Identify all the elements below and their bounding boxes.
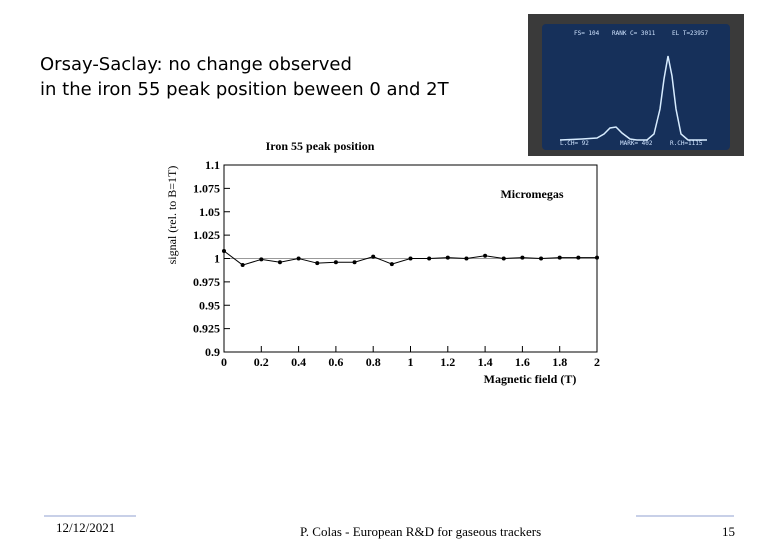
- x-tick-label: 0: [221, 355, 227, 369]
- y-tick-label: 1.05: [199, 205, 220, 219]
- scope-readout-lch: L.CH= 92: [560, 140, 589, 147]
- slide-title-line-1: Orsay-Saclay: no change observed: [40, 54, 352, 75]
- y-axis-label: signal (rel. to B=1T): [165, 166, 179, 265]
- scope-readout-el: EL T=23957: [672, 30, 709, 37]
- data-point: [277, 260, 282, 265]
- y-tick-label: 1.025: [193, 228, 220, 242]
- x-tick-label: 0.8: [366, 355, 381, 369]
- data-point: [557, 255, 562, 260]
- y-tick-label: 0.975: [193, 275, 220, 289]
- x-tick-label: 1: [408, 355, 414, 369]
- data-point: [427, 256, 432, 261]
- scope-trace: [559, 55, 707, 141]
- data-point: [352, 260, 357, 265]
- data-point: [222, 249, 226, 254]
- scope-readout-rch: R.CH=1115: [670, 140, 703, 147]
- x-tick-label: 2: [594, 355, 600, 369]
- data-point: [520, 255, 525, 260]
- data-point: [539, 256, 544, 261]
- scope-readout-fs: FS= 104: [574, 30, 600, 37]
- oscilloscope-screen: FS= 104 RANK C= 3011 EL T=23957 L.CH= 92…: [542, 24, 730, 150]
- chart-annotation: Micromegas: [500, 187, 563, 201]
- x-tick-label: 0.4: [291, 355, 306, 369]
- data-point: [240, 263, 245, 268]
- y-tick-label: 1.075: [193, 181, 220, 195]
- chart-title: Iron 55 peak position: [266, 139, 375, 153]
- footer-rule-left: [44, 515, 136, 517]
- footer-author: P. Colas - European R&D for gaseous trac…: [300, 524, 542, 539]
- page-number: 15: [722, 524, 735, 539]
- data-point: [464, 256, 469, 261]
- data-point: [576, 255, 581, 260]
- data-point: [315, 261, 320, 266]
- data-point: [408, 256, 413, 261]
- footer-date: 12/12/2021: [56, 520, 116, 535]
- y-tick-label: 1: [214, 252, 220, 266]
- data-point: [371, 254, 376, 259]
- x-tick-label: 1.4: [478, 355, 493, 369]
- x-tick-label: 0.6: [328, 355, 343, 369]
- oscilloscope-photo: FS= 104 RANK C= 3011 EL T=23957 L.CH= 92…: [528, 14, 744, 156]
- data-point: [389, 262, 394, 267]
- y-tick-label: 0.9: [205, 345, 220, 359]
- data-point: [501, 256, 506, 261]
- x-tick-label: 1.2: [440, 355, 455, 369]
- x-tick-label: 0.2: [254, 355, 269, 369]
- data-point: [595, 255, 599, 260]
- data-point: [483, 253, 488, 258]
- x-axis-label: Magnetic field (T): [484, 372, 577, 386]
- y-tick-label: 0.95: [199, 298, 220, 312]
- slide-title: Orsay-Saclay: no change observed in the …: [40, 52, 449, 102]
- footer-rule-right: [636, 515, 734, 517]
- data-point: [333, 260, 338, 265]
- peak-position-chart: Iron 55 peak position Micromegas 0.9 0.92…: [165, 139, 600, 386]
- scope-readout-rank: RANK C= 3011: [612, 30, 656, 37]
- slide-title-line-2: in the iron 55 peak position beween 0 an…: [40, 79, 449, 100]
- data-point: [445, 255, 450, 260]
- x-tick-label: 1.8: [552, 355, 567, 369]
- data-point: [296, 256, 301, 261]
- y-tick-label: 0.925: [193, 322, 220, 336]
- x-tick-label: 1.6: [515, 355, 530, 369]
- scope-readout-mark: MARK= 402: [620, 140, 653, 147]
- y-tick-label: 1.1: [205, 158, 220, 172]
- data-point: [259, 257, 264, 262]
